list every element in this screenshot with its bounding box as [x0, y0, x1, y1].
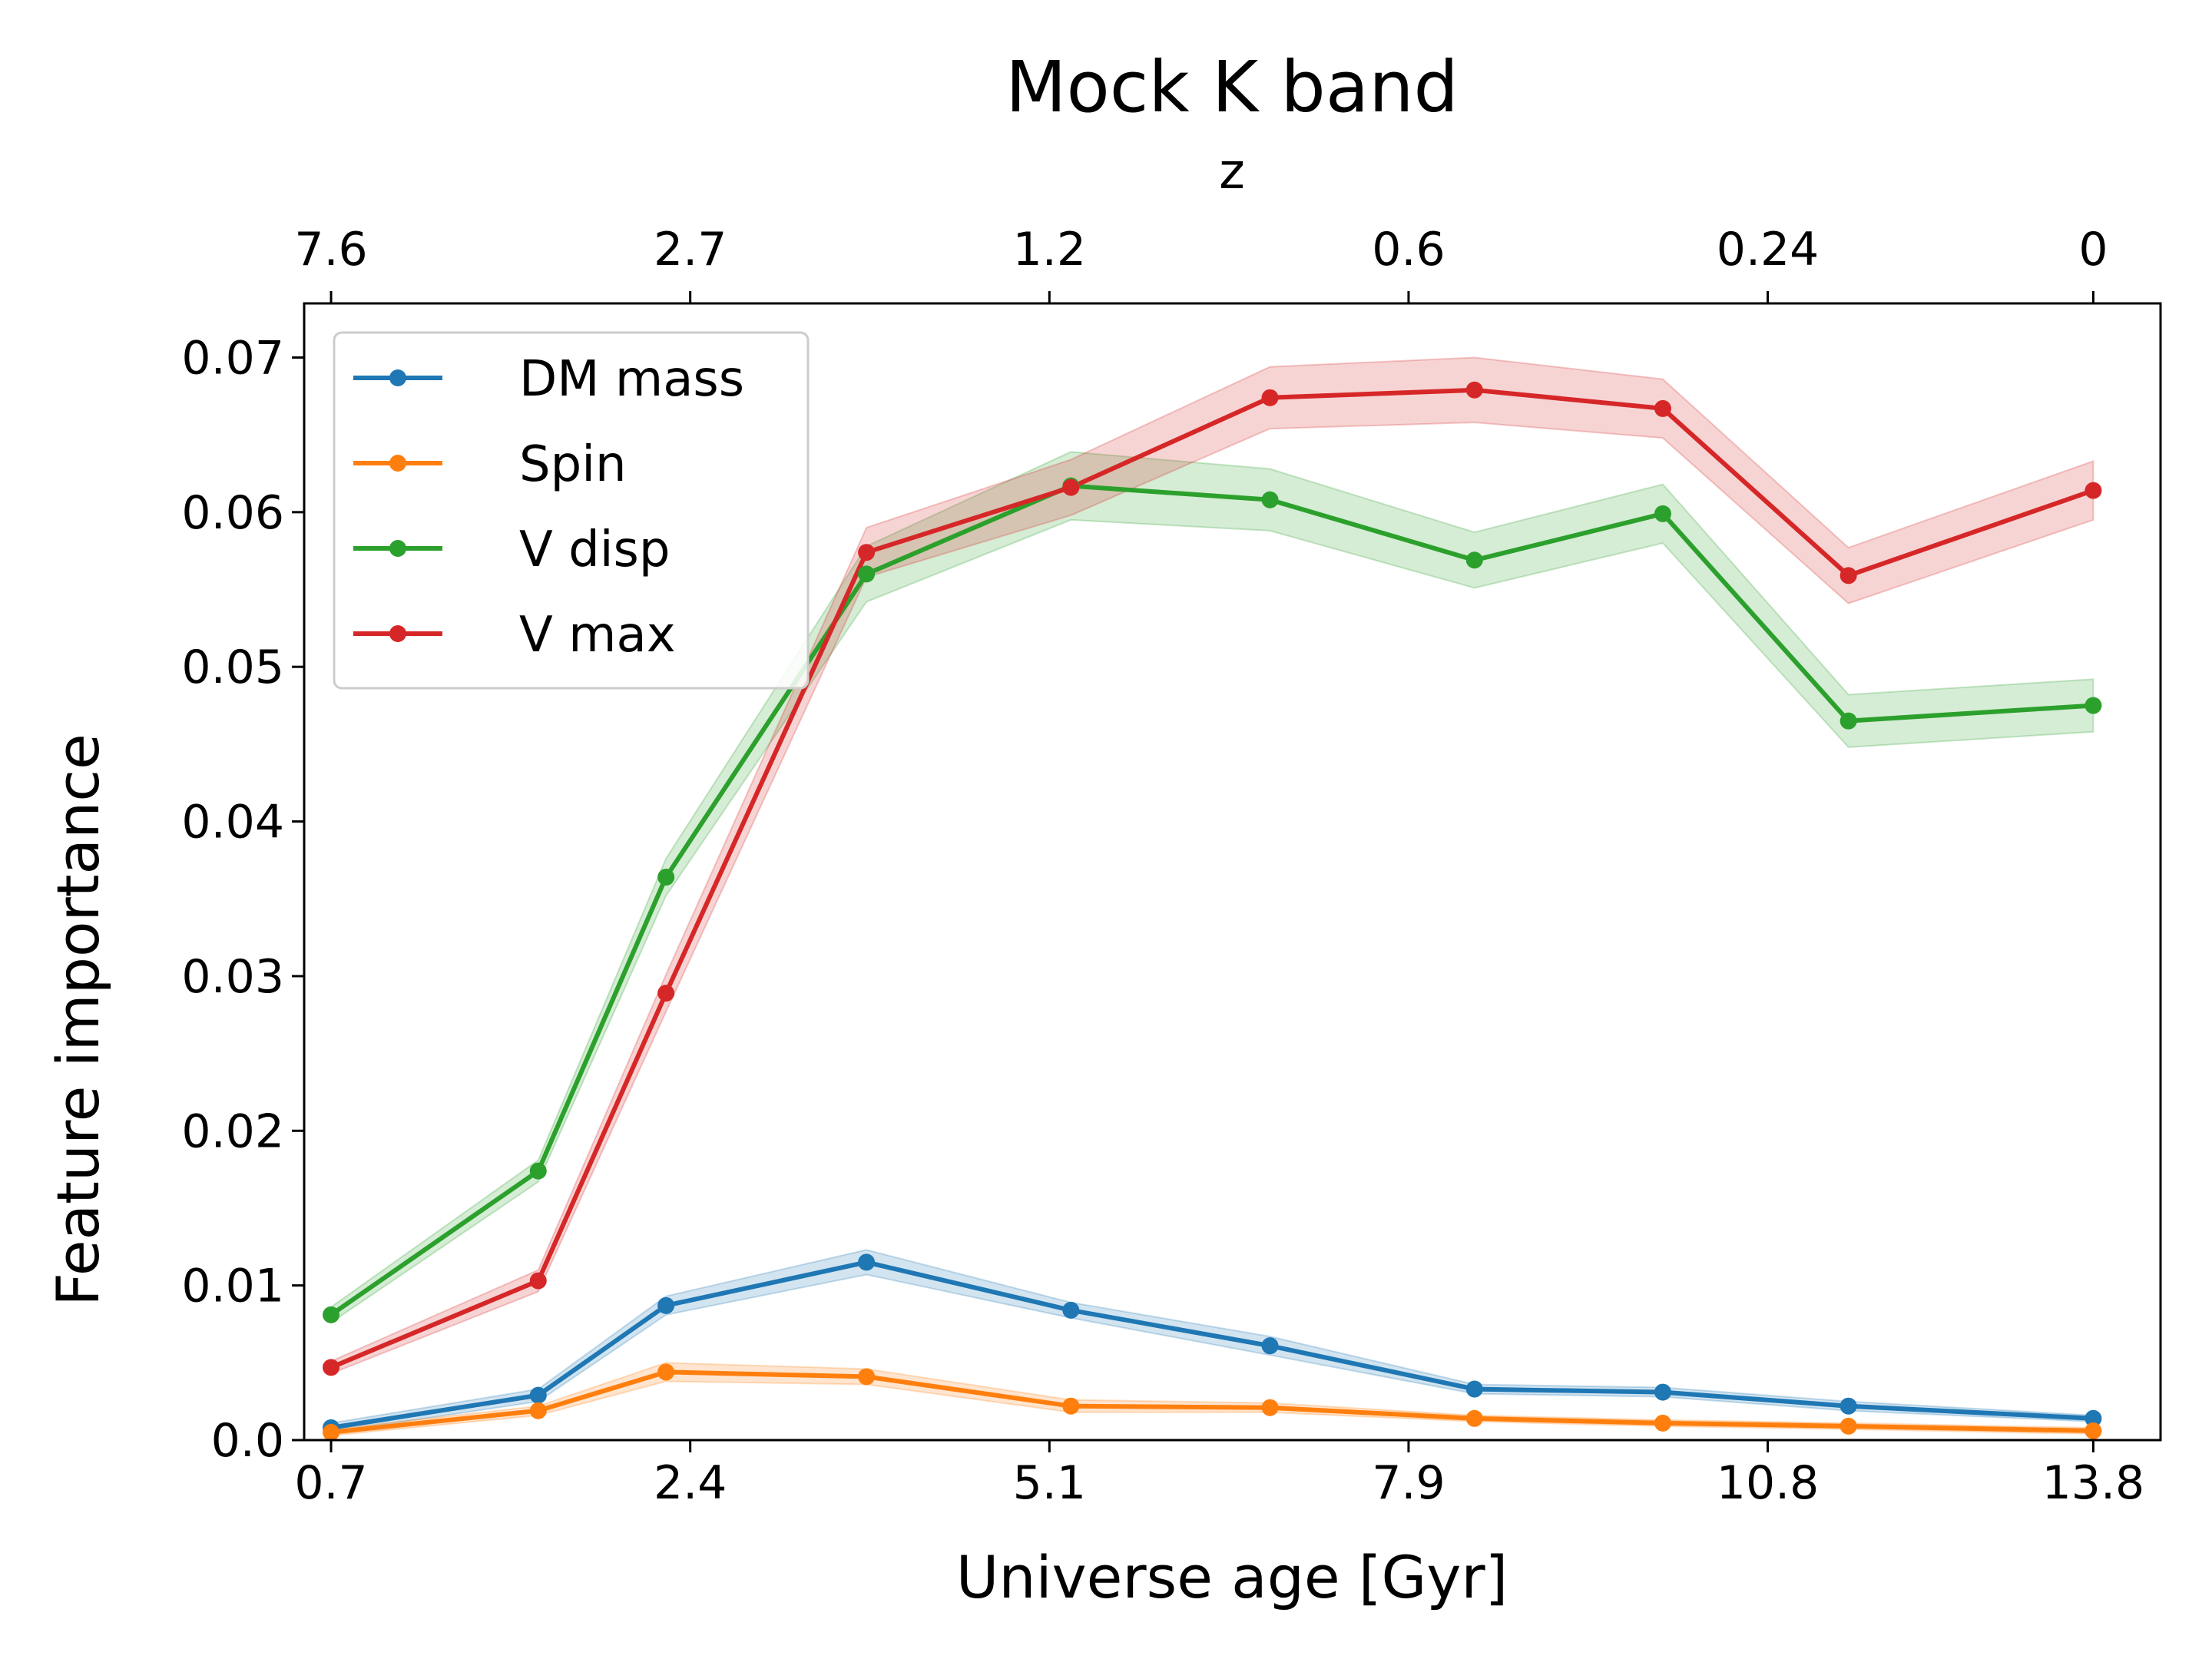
line-dm-mass: [329, 1260, 2096, 1430]
y-tick-label: 0.01: [181, 1260, 284, 1313]
plot-frame: [303, 302, 2162, 1442]
point-v-max: [657, 985, 675, 1002]
point-dm-mass: [1062, 1301, 1080, 1319]
legend-box: [333, 331, 810, 690]
point-v-max: [1465, 381, 1483, 399]
point-spin: [2085, 1422, 2102, 1439]
point-dm-mass: [1261, 1337, 1279, 1355]
y-tick-label: 0.0: [211, 1414, 284, 1468]
legend-label-v-max: V max: [519, 607, 676, 664]
x-axis-label: Universe age [Gyr]: [956, 1543, 1508, 1611]
point-dm-mass: [1654, 1383, 1671, 1401]
axis-ticks: 0.0 0.01 0.02 0.03 0.04 0.05 0.06 0.07 0.7 2.4 5.1…: [181, 223, 2144, 1510]
y-tick-label: 0.05: [181, 641, 284, 694]
point-dm-mass: [2085, 1409, 2102, 1427]
legend-marker-spin: [389, 455, 406, 472]
point-v-max: [1654, 399, 1671, 417]
point-v-disp: [1465, 551, 1483, 569]
y-tick-label: 0.02: [181, 1104, 284, 1158]
point-v-max: [2085, 482, 2102, 499]
band-v-disp: [330, 451, 2094, 1324]
x-tick-label: 10.8: [1717, 1456, 1820, 1510]
point-v-disp: [1654, 505, 1671, 522]
top-tick-label: 0.6: [1372, 223, 1445, 276]
x-tick-label: 13.8: [2042, 1456, 2145, 1510]
point-v-max: [529, 1272, 547, 1290]
top-axis-label: z: [1219, 144, 1245, 200]
y-tick-label: 0.03: [181, 950, 284, 1004]
line-v-disp: [329, 483, 2096, 1317]
point-spin: [858, 1368, 876, 1386]
point-spin: [1465, 1409, 1483, 1427]
legend-marker-dm-mass: [389, 369, 406, 386]
y-tick-label: 0.07: [181, 331, 284, 385]
x-tick-label: 2.4: [654, 1456, 727, 1510]
point-spin: [1062, 1397, 1080, 1415]
legend-label-spin: Spin: [519, 436, 627, 493]
point-v-disp: [2085, 697, 2102, 714]
point-spin: [529, 1402, 547, 1419]
series-lines: [329, 387, 2096, 1435]
point-v-disp: [1261, 491, 1279, 508]
point-v-max: [1062, 478, 1080, 496]
legend-label-dm-mass: DM mass: [519, 351, 744, 408]
top-tick-label: 0: [2078, 223, 2108, 276]
y-tick-label: 0.04: [181, 796, 284, 849]
point-spin: [657, 1363, 675, 1381]
point-v-disp: [1839, 712, 1857, 730]
point-dm-mass: [1839, 1397, 1857, 1415]
top-tick-label: 2.7: [654, 223, 727, 276]
point-v-disp: [529, 1162, 547, 1180]
line-spin: [329, 1369, 2096, 1435]
point-spin: [1654, 1414, 1671, 1432]
point-v-max: [323, 1359, 340, 1376]
legend-marker-v-disp: [389, 540, 406, 557]
point-spin: [1839, 1417, 1857, 1435]
point-dm-mass: [657, 1296, 675, 1314]
x-tick-label: 0.7: [294, 1456, 367, 1510]
legend-label-v-disp: V disp: [519, 522, 671, 578]
point-v-max: [1839, 567, 1857, 584]
band-v-max: [330, 356, 2094, 1375]
top-tick-label: 0.24: [1717, 223, 1820, 276]
line-v-max: [329, 387, 2096, 1370]
top-tick-label: 1.2: [1013, 223, 1086, 276]
chart-title: Mock K band: [1005, 46, 1459, 128]
point-v-max: [858, 544, 876, 561]
x-tick-label: 5.1: [1013, 1456, 1086, 1510]
point-v-disp: [657, 869, 675, 886]
point-dm-mass: [1465, 1380, 1483, 1398]
top-tick-label: 7.6: [294, 223, 367, 276]
y-tick-label: 0.06: [181, 486, 284, 540]
point-spin: [1261, 1399, 1279, 1416]
point-dm-mass: [858, 1253, 876, 1271]
legend: DM mass Spin V disp V max: [333, 331, 810, 690]
series-points: [323, 381, 2102, 1441]
y-axis-label: Feature importance: [44, 733, 112, 1306]
point-v-disp: [858, 565, 876, 583]
legend-marker-v-max: [389, 625, 406, 642]
point-v-disp: [323, 1306, 340, 1323]
point-v-max: [1261, 389, 1279, 406]
point-dm-mass: [529, 1386, 547, 1404]
x-tick-label: 7.9: [1372, 1456, 1445, 1510]
point-spin: [323, 1423, 340, 1441]
